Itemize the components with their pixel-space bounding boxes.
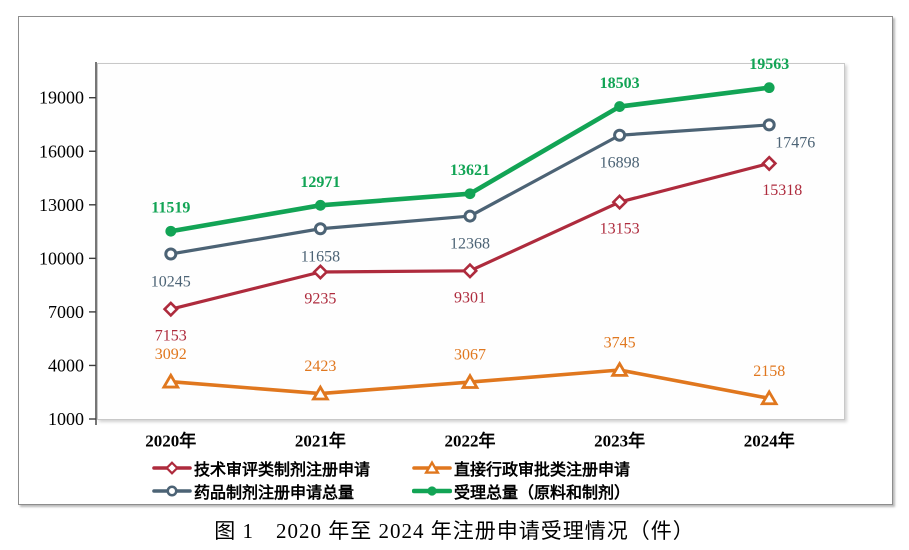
figure-frame — [18, 16, 893, 505]
data-label: 3745 — [604, 335, 636, 352]
plot-area — [97, 63, 845, 420]
marker-filled-circle-icon — [315, 199, 326, 211]
data-label: 9301 — [454, 289, 486, 306]
series-3: 11519 12971 13621 18503 19563 — [151, 56, 789, 237]
data-label: 13153 — [600, 221, 640, 238]
figure-caption: 图 1 2020 年至 2024 年注册申请受理情况（件） — [214, 519, 695, 543]
y-tick-label: 4000 — [48, 355, 84, 375]
data-label: 12368 — [450, 236, 490, 253]
marker-triangle-icon — [161, 372, 181, 389]
series-2: 10245 11658 12368 16898 17476 — [151, 118, 815, 290]
marker-filled-circle-icon — [763, 82, 775, 94]
data-label: 9235 — [304, 291, 336, 308]
legend-marker-icon — [412, 485, 452, 496]
data-label: 12971 — [300, 174, 340, 191]
marker-circle-icon — [463, 209, 477, 223]
x-category-label: 2023年 — [594, 431, 645, 451]
data-label: 16898 — [600, 155, 640, 172]
marker-circle-icon — [613, 128, 627, 142]
legend-marker-icon — [152, 484, 192, 497]
marker-diamond-icon — [761, 155, 778, 172]
series-0: 7153 9235 9301 13153 15318 — [155, 155, 802, 345]
legend-marker-icon — [412, 459, 452, 474]
legend-item: 技术审评类制剂注册申请 — [152, 456, 412, 480]
legend-item: 受理总量（原料和制剂） — [412, 479, 630, 503]
marker-triangle-icon — [460, 372, 480, 389]
x-category-label: 2024年 — [744, 431, 795, 451]
legend-marker-icon — [152, 460, 192, 475]
chart-legend: 技术审评类制剂注册申请 直接行政审批类注册申请药品制剂注册申请总量 受理总量（原料和… — [152, 456, 630, 502]
marker-circle-icon — [313, 222, 327, 236]
y-tick-label: 1000 — [48, 409, 84, 429]
data-label: 3092 — [155, 346, 187, 363]
data-label: 7153 — [155, 328, 187, 345]
marker-circle-icon — [762, 118, 776, 132]
data-label: 18503 — [600, 75, 640, 92]
y-tick-label: 16000 — [39, 141, 84, 161]
data-label: 2158 — [753, 363, 785, 380]
marker-filled-circle-icon — [427, 485, 437, 496]
marker-diamond-icon — [312, 263, 329, 281]
y-tick-label: 13000 — [39, 195, 84, 215]
legend-label: 直接行政审批类注册申请 — [454, 461, 631, 479]
y-tick-label: 19000 — [39, 88, 84, 108]
legend-item: 药品制剂注册申请总量 — [152, 479, 412, 503]
marker-diamond-icon — [461, 262, 479, 279]
legend-label: 受理总量（原料和制剂） — [454, 484, 631, 502]
data-label: 19563 — [749, 56, 789, 73]
data-label: 10245 — [151, 273, 191, 290]
legend-label: 技术审评类制剂注册申请 — [194, 461, 371, 479]
data-label: 13621 — [450, 162, 490, 179]
marker-filled-circle-icon — [614, 101, 625, 112]
marker-diamond-icon — [162, 301, 179, 318]
y-tick-label: 10000 — [39, 248, 84, 268]
x-category-label: 2022年 — [445, 431, 496, 451]
x-category-label: 2020年 — [145, 431, 196, 451]
data-label: 3067 — [454, 347, 486, 364]
x-category-label: 2021年 — [295, 431, 346, 451]
data-label: 17476 — [775, 134, 815, 151]
y-tick-label: 7000 — [48, 302, 84, 322]
data-label: 11519 — [151, 200, 190, 217]
marker-diamond-icon — [165, 460, 179, 475]
marker-filled-circle-icon — [464, 188, 476, 200]
marker-circle-icon — [164, 247, 178, 261]
data-label: 11658 — [301, 248, 340, 265]
marker-filled-circle-icon — [165, 225, 177, 237]
marker-triangle-icon — [610, 360, 629, 377]
series-1: 3092 2423 3067 3745 2158 — [155, 335, 785, 406]
data-label: 15318 — [762, 182, 802, 199]
marker-triangle-icon — [311, 384, 330, 401]
legend-item: 直接行政审批类注册申请 — [412, 456, 630, 480]
marker-diamond-icon — [611, 194, 628, 211]
legend-label: 药品制剂注册申请总量 — [194, 484, 355, 502]
data-label: 2423 — [304, 358, 336, 375]
marker-circle-icon — [166, 484, 178, 497]
marker-triangle-icon — [759, 389, 779, 406]
marker-triangle-icon — [424, 459, 440, 474]
